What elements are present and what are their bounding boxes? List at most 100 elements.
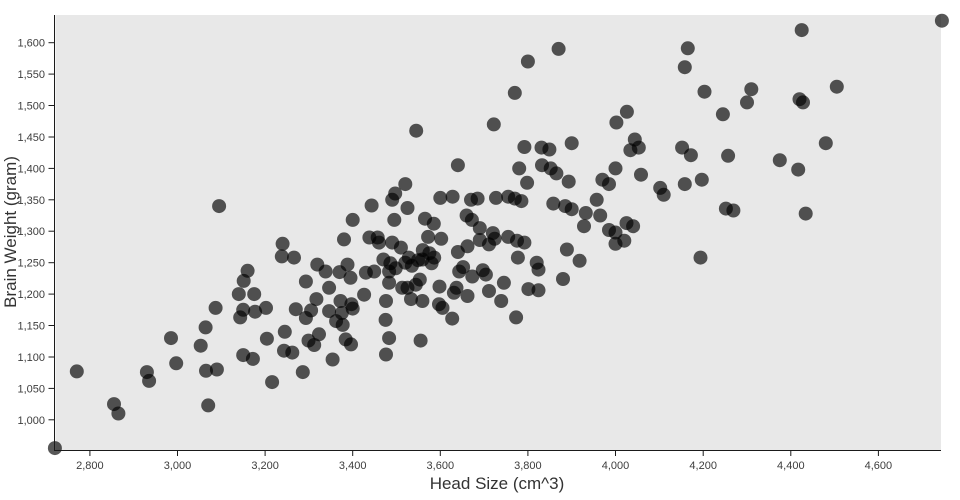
y-tick-label: 1,550	[17, 69, 45, 81]
data-point	[345, 301, 360, 316]
data-point	[577, 219, 591, 234]
data-point	[609, 115, 624, 130]
data-point	[433, 190, 448, 205]
data-point	[829, 79, 844, 94]
data-point	[322, 304, 337, 319]
data-point	[367, 264, 382, 279]
data-point	[413, 333, 428, 348]
data-point	[231, 287, 246, 302]
y-tick-label: 1,450	[17, 132, 45, 144]
data-point	[934, 13, 949, 28]
data-point	[209, 362, 224, 377]
data-point	[309, 292, 324, 307]
data-point	[818, 136, 833, 151]
data-point	[357, 287, 372, 302]
data-point	[364, 198, 379, 213]
data-point	[715, 107, 730, 122]
data-point	[514, 194, 529, 209]
data-point	[393, 240, 408, 255]
data-point	[382, 331, 397, 346]
y-tick-label: 1,400	[17, 163, 45, 175]
x-tick-label: 3,400	[339, 460, 367, 472]
data-point	[340, 257, 355, 272]
y-tick-label: 1,100	[17, 352, 45, 364]
y-tick-label: 1,200	[17, 289, 45, 301]
data-point	[409, 123, 424, 138]
data-point	[199, 363, 213, 378]
y-tick-label: 1,300	[17, 226, 45, 238]
data-point	[372, 235, 386, 250]
data-point	[275, 236, 290, 251]
data-point	[520, 175, 535, 190]
data-point	[465, 269, 480, 284]
data-point	[486, 117, 501, 132]
data-point	[593, 208, 608, 223]
data-point	[398, 177, 413, 192]
data-point	[509, 310, 524, 325]
x-tick-label: 3,200	[251, 460, 279, 472]
data-point	[382, 275, 397, 290]
data-point	[744, 82, 759, 97]
y-axis-title: Brain Weight (gram)	[1, 156, 20, 308]
data-point	[482, 284, 496, 298]
data-point	[680, 41, 695, 56]
data-point	[212, 199, 227, 214]
data-point	[472, 221, 487, 236]
x-tick-label: 3,600	[427, 460, 455, 472]
data-point	[564, 202, 579, 217]
data-point	[236, 302, 251, 317]
x-axis-title: Head Size (cm^3)	[430, 474, 565, 493]
data-point	[432, 279, 447, 294]
data-point	[449, 280, 464, 295]
data-point	[169, 356, 184, 371]
data-point	[259, 331, 274, 346]
data-point	[248, 304, 263, 319]
data-points-layer	[47, 13, 949, 456]
data-point	[287, 250, 301, 265]
data-point	[412, 272, 427, 287]
data-point	[794, 23, 809, 38]
data-point	[578, 206, 593, 220]
data-point	[564, 136, 579, 151]
x-tick-label: 4,200	[689, 460, 717, 472]
data-point	[285, 345, 300, 360]
data-point	[460, 239, 475, 254]
data-point	[617, 233, 632, 248]
data-point	[791, 162, 806, 177]
data-point	[379, 294, 393, 308]
data-point	[164, 331, 178, 346]
data-point	[656, 187, 671, 202]
y-axis: 1,000 1,050 1,100 1,150 1,200 1,250 1,300 1,350…	[17, 15, 55, 450]
data-point	[546, 196, 561, 211]
data-point	[619, 104, 634, 119]
data-point	[460, 289, 475, 303]
data-point	[198, 320, 213, 335]
data-point	[559, 242, 574, 257]
data-point	[542, 142, 557, 157]
data-point	[288, 302, 303, 317]
data-point	[142, 373, 157, 388]
data-point	[496, 275, 511, 290]
x-tick-label: 4,400	[777, 460, 805, 472]
data-point	[726, 203, 741, 218]
data-point	[304, 303, 319, 318]
data-point	[456, 260, 471, 275]
data-point	[245, 351, 260, 366]
y-tick-label: 1,500	[17, 101, 45, 113]
data-point	[345, 212, 360, 227]
x-tick-label: 4,000	[602, 460, 630, 472]
data-point	[193, 338, 208, 353]
y-tick-label: 1,050	[17, 383, 45, 395]
data-point	[318, 264, 333, 279]
data-point	[427, 250, 442, 265]
data-point	[333, 294, 348, 308]
x-tick-label: 4,600	[865, 460, 893, 472]
data-point	[111, 406, 126, 421]
data-point	[295, 365, 310, 380]
data-point	[740, 95, 754, 110]
data-point	[322, 280, 337, 295]
data-point	[531, 283, 546, 298]
data-point	[602, 177, 616, 192]
x-tick-label: 3,800	[514, 460, 542, 472]
